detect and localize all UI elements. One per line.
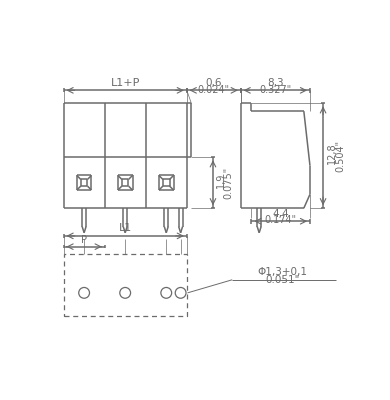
Text: 0.075": 0.075": [223, 167, 233, 199]
Text: 4,4: 4,4: [272, 209, 289, 219]
Text: 0,6: 0,6: [206, 78, 222, 88]
Text: 0.327": 0.327": [259, 84, 291, 94]
Bar: [64, 254, 187, 316]
Text: 1,9: 1,9: [216, 173, 226, 188]
Text: L1: L1: [119, 223, 132, 233]
Text: Φ1,3+0,1: Φ1,3+0,1: [257, 267, 307, 277]
Text: 0.024": 0.024": [198, 84, 230, 94]
Text: L1+P: L1+P: [110, 78, 140, 88]
Text: 12,8: 12,8: [326, 143, 337, 164]
Text: 8,3: 8,3: [267, 78, 284, 88]
Text: 0.504": 0.504": [335, 140, 345, 172]
Text: 0.051": 0.051": [265, 275, 300, 285]
Text: 0.174": 0.174": [265, 216, 297, 226]
Text: P: P: [81, 235, 87, 245]
